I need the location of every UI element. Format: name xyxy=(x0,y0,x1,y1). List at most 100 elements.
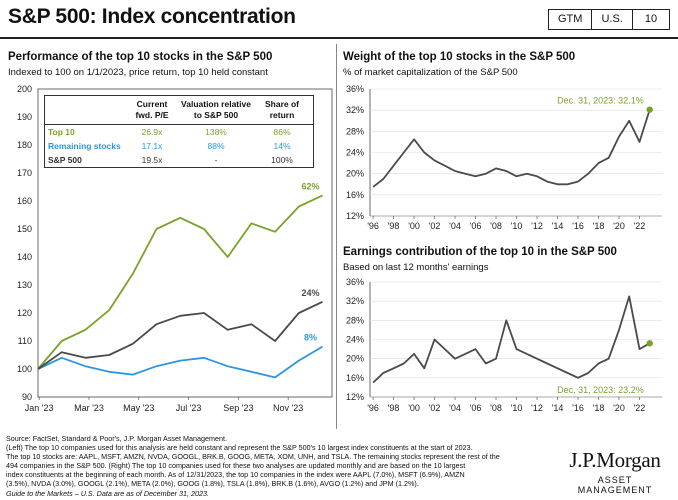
series-line-top-10 xyxy=(37,194,323,370)
table-cell: 138% xyxy=(205,127,227,137)
logo-wordmark: J.P.Morgan xyxy=(569,448,661,472)
y-tick-label: 28% xyxy=(346,126,364,136)
page-title: S&P 500: Index concentration xyxy=(8,5,296,28)
y-tick-label: 24% xyxy=(346,148,364,158)
valuation-table: Current fwd. P/E Valuation relative to S… xyxy=(44,95,314,168)
y-tick-label: 28% xyxy=(346,315,364,325)
header-rule xyxy=(0,37,678,39)
x-tick-label: '08 xyxy=(490,221,502,231)
x-tick-label: '20 xyxy=(613,403,625,413)
y-tick-label: 100 xyxy=(17,364,32,374)
latest-value-annotation: Dec. 31, 2023: 23.2% xyxy=(557,385,644,395)
footnote-line: (3.5%), NVDA (3.0%), GOOGL (2.1%), META … xyxy=(6,479,419,489)
latest-value-marker xyxy=(646,106,653,113)
x-tick-label: '16 xyxy=(572,403,584,413)
y-tick-label: 200 xyxy=(17,84,32,94)
table-cell: 100% xyxy=(271,155,293,165)
footnote-line: 494 companies in the S&P 500. (Right) Th… xyxy=(6,461,466,471)
x-tick-label: '12 xyxy=(531,221,543,231)
footnote-line: index constituents at the beginning of e… xyxy=(6,470,465,480)
series-end-label: 24% xyxy=(302,288,320,298)
table-cell: - xyxy=(214,155,218,165)
footnote-line: The top 10 stocks are: AAPL, MSFT, AMZN,… xyxy=(6,452,500,462)
y-tick-label: 190 xyxy=(17,112,32,122)
badge-gtm: GTM xyxy=(549,10,593,29)
weight-chart-title: Weight of the top 10 stocks in the S&P 5… xyxy=(343,51,576,63)
x-tick-label: '04 xyxy=(449,403,461,413)
left-chart-subtitle: Indexed to 100 on 1/1/2023, price return… xyxy=(8,67,268,78)
footnote-line: (Left) The top 10 companies used for thi… xyxy=(6,443,473,453)
table-cell: 88% xyxy=(207,141,225,151)
table-row: Top 10 26.9x 138% 86% xyxy=(45,125,313,139)
table-cell: Remaining stocks xyxy=(48,141,121,151)
table-cell: 14% xyxy=(273,141,291,151)
x-tick-label: Jan '23 xyxy=(25,403,54,413)
x-tick-label: '00 xyxy=(408,403,420,413)
series-line-top-10-earnings-share xyxy=(372,295,651,384)
table-header-cell: Current fwd. P/E xyxy=(135,99,169,120)
y-tick-label: 36% xyxy=(346,84,364,94)
x-tick-label: '00 xyxy=(408,221,420,231)
x-tick-label: Jul '23 xyxy=(176,403,202,413)
y-tick-label: 180 xyxy=(17,140,32,150)
series-line-top-10-weight xyxy=(372,109,651,188)
y-tick-label: 16% xyxy=(346,190,364,200)
x-tick-label: '18 xyxy=(593,403,605,413)
y-tick-label: 150 xyxy=(17,224,32,234)
x-tick-label: '10 xyxy=(511,221,523,231)
series-line-remaining-stocks xyxy=(37,345,323,379)
table-cell: S&P 500 xyxy=(48,155,82,165)
jpmorgan-logo: J.P.Morgan ASSET MANAGEMENT xyxy=(560,448,670,495)
x-tick-label: '04 xyxy=(449,221,461,231)
y-tick-label: 32% xyxy=(346,296,364,306)
earnings-chart-subtitle: Based on last 12 months' earnings xyxy=(343,262,489,273)
x-tick-label: Mar '23 xyxy=(74,403,104,413)
x-tick-label: '10 xyxy=(511,403,523,413)
x-tick-label: '96 xyxy=(367,403,379,413)
x-tick-label: '08 xyxy=(490,403,502,413)
x-tick-label: Nov '23 xyxy=(273,403,303,413)
x-tick-label: Sep '23 xyxy=(223,403,253,413)
x-tick-label: '02 xyxy=(429,403,441,413)
footnotes: Source: FactSet, Standard & Poor's, J.P.… xyxy=(6,434,546,498)
plot-frame xyxy=(37,88,333,398)
x-tick-label: '16 xyxy=(572,221,584,231)
table-cell: Top 10 xyxy=(48,127,75,137)
y-tick-label: 140 xyxy=(17,252,32,262)
y-tick-label: 90 xyxy=(22,392,32,402)
table-cell: 26.9x xyxy=(141,127,163,137)
y-tick-label: 36% xyxy=(346,277,364,287)
x-tick-label: '06 xyxy=(470,221,482,231)
weight-chart-subtitle: % of market capitalization of the S&P 50… xyxy=(343,67,518,78)
x-tick-label: '98 xyxy=(388,221,400,231)
x-tick-label: '96 xyxy=(367,221,379,231)
table-header-cell: Share of return xyxy=(264,99,299,120)
table-header-row: Current fwd. P/E Valuation relative to S… xyxy=(45,96,313,125)
y-tick-label: 110 xyxy=(18,336,32,346)
footnote-line: Source: FactSet, Standard & Poor's, J.P.… xyxy=(6,434,227,443)
y-tick-label: 12% xyxy=(346,392,364,402)
y-tick-label: 32% xyxy=(346,105,364,115)
left-chart-title: Performance of the top 10 stocks in the … xyxy=(8,51,273,63)
y-tick-label: 12% xyxy=(346,211,364,221)
table-row: Remaining stocks 17.1x 88% 14% xyxy=(45,139,313,153)
badge-page-number: 10 xyxy=(644,13,658,25)
x-tick-label: '22 xyxy=(634,221,646,231)
x-tick-label: '20 xyxy=(613,221,625,231)
y-tick-label: 120 xyxy=(17,308,32,318)
table-header-cell: Valuation relative to S&P 500 xyxy=(181,99,251,120)
gtm-badge: GTM U.S. 10 xyxy=(548,9,671,30)
x-tick-label: '12 xyxy=(531,403,543,413)
x-tick-label: '98 xyxy=(388,403,400,413)
x-tick-label: '14 xyxy=(552,403,564,413)
series-end-label: 62% xyxy=(302,181,320,191)
y-tick-label: 20% xyxy=(346,169,364,179)
table-row: S&P 500 19.5x - 100% xyxy=(45,153,313,167)
panel-divider xyxy=(336,44,337,429)
latest-value-marker xyxy=(646,340,653,347)
series-end-label: 8% xyxy=(304,333,317,343)
guide-note: Guide to the Markets – U.S. Data are as … xyxy=(6,488,209,498)
x-tick-label: '22 xyxy=(634,403,646,413)
y-tick-label: 16% xyxy=(346,373,364,383)
